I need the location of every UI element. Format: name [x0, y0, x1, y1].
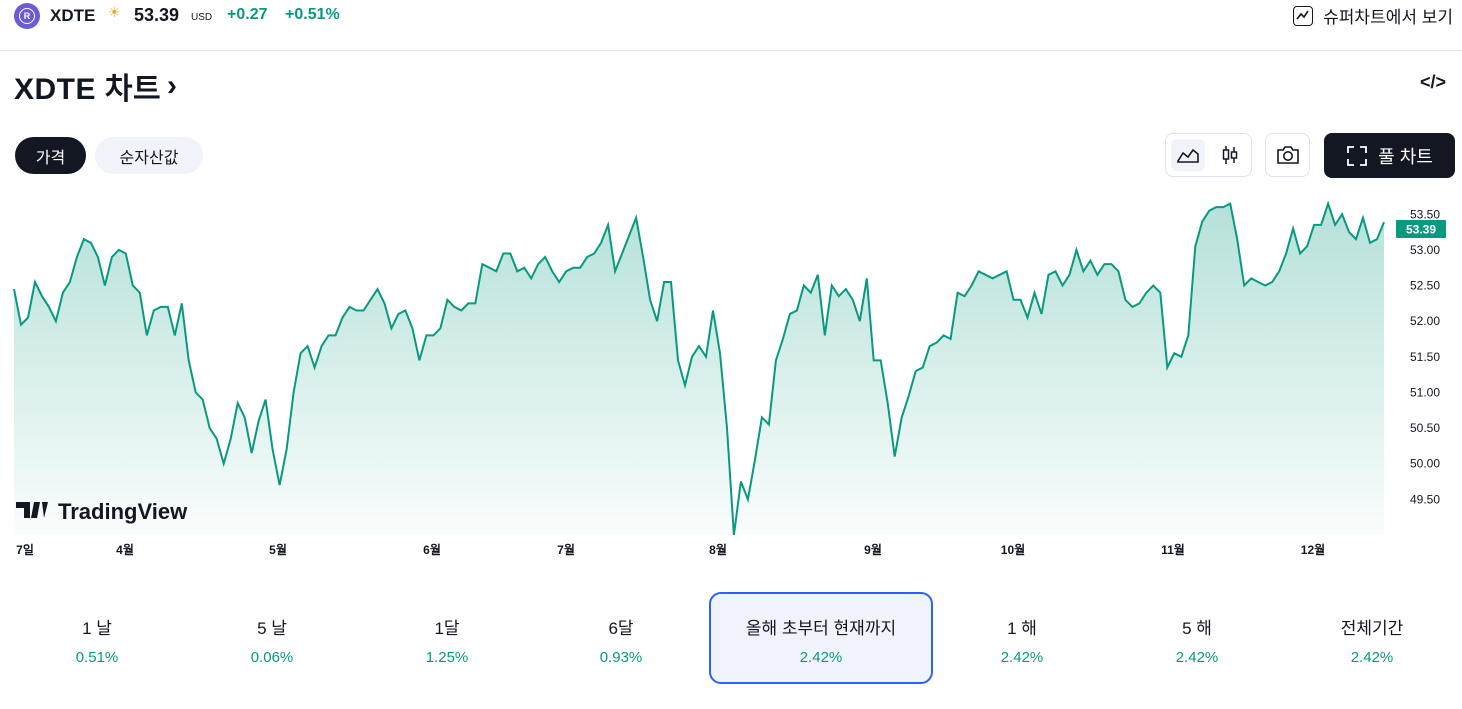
y-tick-label: 53.50 — [1410, 207, 1440, 221]
x-tick-label: 4월 — [116, 542, 134, 557]
performance-period-6[interactable]: 5 해 2.42% — [1097, 592, 1297, 682]
period-return: 2.42% — [1000, 649, 1044, 666]
chevron-right-icon: › — [167, 69, 178, 102]
period-label: 5 해 — [1182, 619, 1212, 638]
price-change: +0.27 — [227, 6, 268, 23]
period-label: 5 날 — [257, 619, 287, 638]
chart-title-link[interactable]: XDTE 차트 › — [14, 64, 178, 108]
tab-nav[interactable]: 순자산값 — [95, 137, 203, 174]
symbol-header: R XDTE ☀ 53.39 USD +0.27 +0.51% 슈퍼차트에서 보… — [0, 0, 1462, 51]
performance-period-5[interactable]: 1 해 2.42% — [922, 592, 1122, 682]
y-tick-label: 49.50 — [1410, 492, 1440, 506]
candlestick-icon[interactable] — [1213, 139, 1247, 171]
tab-price[interactable]: 가격 — [15, 137, 86, 174]
x-tick-label: 7월 — [557, 542, 575, 557]
price-area-fill — [14, 203, 1384, 535]
view-in-supercharts-link[interactable]: 슈퍼차트에서 보기 — [1293, 3, 1453, 28]
y-tick-label: 53.00 — [1410, 243, 1440, 257]
x-tick-label: 6월 — [423, 542, 441, 557]
area-chart-icon[interactable] — [1171, 139, 1205, 171]
performance-period-3[interactable]: 6달 0.93% — [521, 592, 721, 682]
ticker-symbol[interactable]: XDTE — [50, 6, 96, 25]
period-label: 6달 — [608, 619, 634, 638]
performance-period-4[interactable]: 올해 초부터 현재까지 2.42% — [709, 592, 933, 684]
fullscreen-icon — [1347, 145, 1368, 166]
x-axis: 7일 4월 5월 6월 7월 8월 9월 10월 11월 12월 — [16, 542, 1325, 557]
performance-period-7[interactable]: 전체기간 2.42% — [1272, 592, 1462, 682]
x-tick-label: 12월 — [1301, 542, 1325, 557]
last-price: 53.39 — [134, 5, 180, 25]
period-label: 1 해 — [1007, 619, 1037, 638]
x-tick-label: 8월 — [709, 542, 727, 557]
camera-icon[interactable] — [1265, 133, 1310, 177]
y-tick-label: 52.00 — [1410, 314, 1440, 328]
page-title: XDTE 차트 — [14, 73, 162, 106]
full-chart-label: 풀 차트 — [1378, 146, 1433, 167]
period-return: 0.93% — [599, 649, 643, 666]
last-value-label: 53.39 — [1406, 223, 1436, 237]
period-label: 1 날 — [82, 619, 112, 638]
price-change-percent: +0.51% — [285, 6, 340, 23]
x-tick-label: 9월 — [864, 542, 882, 557]
x-tick-label: 7일 — [16, 543, 34, 557]
y-tick-label: 50.50 — [1410, 421, 1440, 435]
price-line — [13, 200, 1385, 536]
y-tick-label: 51.00 — [1410, 385, 1440, 399]
x-tick-label: 5월 — [269, 542, 287, 557]
y-tick-label: 50.00 — [1410, 457, 1440, 471]
price-chart[interactable]: 53.50 53.00 52.50 52.00 51.50 51.00 50.50 50.00… — [0, 190, 1462, 570]
y-tick-label: 52.50 — [1410, 279, 1440, 293]
chart-style-toggle — [1165, 133, 1252, 177]
last-value-badge — [1396, 220, 1446, 238]
x-tick-label: 10월 — [1001, 542, 1025, 557]
y-tick-label: 51.50 — [1410, 350, 1440, 364]
x-tick-label: 11월 — [1161, 542, 1185, 557]
sun-icon: ☀ — [108, 4, 121, 20]
performance-period-2[interactable]: 1달 1.25% — [347, 592, 547, 682]
currency-label: USD — [191, 12, 213, 23]
period-return: 0.06% — [250, 649, 294, 666]
logo-letter: R — [19, 8, 35, 24]
supercharts-label: 슈퍼차트에서 보기 — [1323, 8, 1453, 27]
symbol-logo: R — [14, 3, 40, 29]
period-return: 1.25% — [425, 649, 469, 666]
period-return: 2.42% — [799, 649, 843, 666]
period-return: 2.42% — [1175, 649, 1219, 666]
watermark-text: TradingView — [58, 499, 188, 524]
full-chart-button[interactable]: 풀 차트 — [1324, 133, 1455, 178]
embed-code-icon[interactable]: </> — [1419, 72, 1446, 92]
performance-period-1[interactable]: 5 날 0.06% — [172, 592, 372, 682]
period-label: 1달 — [434, 619, 460, 638]
y-axis: 53.50 53.00 52.50 52.00 51.50 51.00 50.50 50.00… — [1410, 207, 1440, 506]
period-label: 전체기간 — [1340, 619, 1404, 638]
period-return: 2.42% — [1350, 649, 1394, 666]
period-return: 0.51% — [75, 649, 119, 666]
period-label: 올해 초부터 현재까지 — [745, 619, 897, 638]
chart-line-icon — [1293, 5, 1314, 26]
tradingview-watermark: TradingView — [16, 499, 188, 524]
performance-period-0[interactable]: 1 날 0.51% — [0, 592, 197, 682]
